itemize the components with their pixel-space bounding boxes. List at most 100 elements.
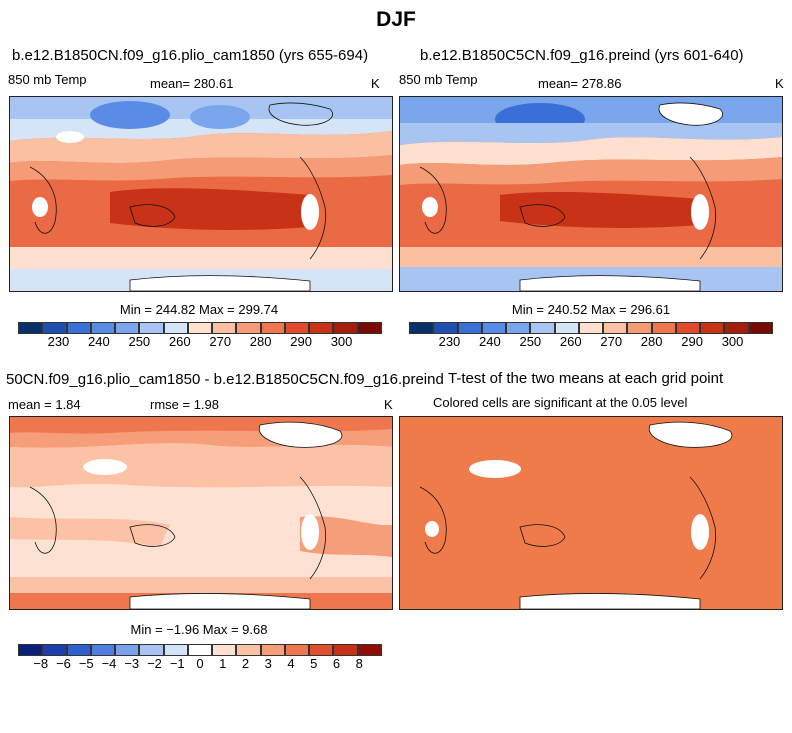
- colorbar-tick-label: 240: [479, 334, 501, 349]
- colorbar-swatch: [627, 322, 652, 334]
- panel1-mean: mean= 280.61: [150, 76, 234, 91]
- panel3-units: K: [384, 397, 393, 412]
- colorbar-tick-label: 250: [128, 334, 151, 349]
- panel1-minmax: Min = 244.82 Max = 299.74: [119, 302, 279, 317]
- panel2-map-field: [400, 97, 782, 291]
- colorbar-swatch: [66, 322, 91, 334]
- colorbar-swatch: [409, 322, 434, 334]
- colorbar-swatch: [506, 322, 531, 334]
- panel2-variable-label: 850 mb Temp: [399, 72, 478, 87]
- colorbar-tick-label: 230: [438, 334, 461, 349]
- colorbar-tick-label: 3: [264, 656, 272, 671]
- colorbar-swatch: [651, 322, 676, 334]
- colorbar-swatch: [115, 322, 140, 334]
- colorbar-swatch: [187, 322, 213, 334]
- panel3-colorbar: [18, 644, 382, 656]
- colorbar-swatch: [748, 322, 773, 334]
- colorbar-tick-label: 0: [196, 656, 204, 671]
- panel2-units: K: [775, 76, 784, 91]
- colorbar-swatch: [236, 644, 261, 656]
- panel1-colorbar-ticks: 230 240 250 260 270 280 290 300: [18, 334, 382, 350]
- colorbar-tick-label: 8: [355, 656, 363, 671]
- colorbar-swatch: [333, 322, 358, 334]
- panel2-minmax: Min = 240.52 Max = 296.61: [511, 302, 671, 317]
- panel1-colorbar: [18, 322, 382, 334]
- panel4-subtitle: Colored cells are significant at the 0.0…: [433, 395, 688, 410]
- colorbar-swatch: [42, 322, 67, 334]
- colorbar-tick-label: 260: [559, 334, 582, 349]
- colorbar-swatch: [42, 644, 67, 656]
- colorbar-tick-label: 260: [168, 334, 191, 349]
- colorbar-swatch: [90, 322, 116, 334]
- colorbar-swatch: [139, 322, 164, 334]
- colorbar-tick-label: 280: [249, 334, 272, 349]
- colorbar-swatch: [457, 322, 482, 334]
- colorbar-tick-label: −6: [56, 656, 71, 671]
- panel1-variable-label: 850 mb Temp: [8, 72, 87, 87]
- colorbar-tick-label: −2: [147, 656, 162, 671]
- panel2-colorbar: [409, 322, 773, 334]
- colorbar-swatch: [603, 322, 628, 334]
- colorbar-tick-label: 280: [640, 334, 663, 349]
- panel1-map-field: [10, 97, 392, 291]
- panel3-rmse: rmse = 1.98: [150, 397, 220, 412]
- colorbar-swatch: [18, 644, 43, 656]
- panel1-title: b.e12.B1850CN.f09_g16.plio_cam1850 (yrs …: [12, 47, 369, 64]
- colorbar-tick-label: 300: [330, 334, 353, 349]
- colorbar-swatch: [139, 644, 164, 656]
- colorbar-tick-label: −1: [169, 656, 185, 671]
- colorbar-tick-label: −8: [33, 656, 49, 671]
- panel2-colorbar-ticks: 230 240 250 260 270 280 290 300: [409, 334, 773, 350]
- colorbar-swatch: [530, 322, 555, 334]
- panel3-colorbar-ticks: −8 −6 −5 −4 −3 −2 −1 0 1 2 3 4 5 6 8: [18, 656, 382, 672]
- colorbar-swatch: [90, 644, 116, 656]
- colorbar-tick-label: 1: [219, 656, 227, 671]
- colorbar-tick-label: −3: [124, 656, 140, 671]
- colorbar-swatch: [187, 644, 213, 656]
- colorbar-swatch: [357, 322, 382, 334]
- panel4-title: T-test of the two means at each grid poi…: [448, 370, 724, 387]
- colorbar-swatch: [333, 644, 358, 656]
- colorbar-swatch: [357, 644, 382, 656]
- colorbar-swatch: [433, 322, 458, 334]
- panel4-map-field: [400, 417, 782, 609]
- colorbar-tick-label: 2: [241, 656, 250, 671]
- colorbar-tick-label: 4: [287, 656, 295, 671]
- colorbar-swatch: [18, 322, 43, 334]
- panel3-map: [9, 416, 393, 610]
- panel1-map: [9, 96, 393, 292]
- season-title: DJF: [376, 8, 416, 31]
- colorbar-tick-label: 300: [721, 334, 744, 349]
- colorbar-swatch: [66, 644, 91, 656]
- colorbar-tick-label: 240: [88, 334, 110, 349]
- panel3-map-field: [10, 417, 392, 609]
- panel2-title: b.e12.B1850C5CN.f09_g16.preind (yrs 601-…: [420, 47, 744, 64]
- colorbar-tick-label: 270: [600, 334, 623, 349]
- panel2-map: [399, 96, 783, 292]
- colorbar-swatch: [675, 322, 701, 334]
- panel1-units: K: [371, 76, 380, 91]
- panel2-mean: mean= 278.86: [538, 76, 622, 91]
- colorbar-swatch: [163, 644, 188, 656]
- colorbar-tick-label: −5: [78, 656, 94, 671]
- ttest-significance-fill: [400, 417, 782, 609]
- colorbar-tick-label: 290: [290, 334, 312, 349]
- colorbar-swatch: [260, 644, 285, 656]
- colorbar-tick-label: 230: [47, 334, 70, 349]
- panel3-mean: mean = 1.84: [8, 397, 81, 412]
- colorbar-tick-label: 5: [310, 656, 318, 671]
- panel3-minmax: Min = −1.96 Max = 9.68: [130, 622, 268, 637]
- colorbar-swatch: [724, 322, 749, 334]
- colorbar-swatch: [163, 322, 188, 334]
- panel3-title: 50CN.f09_g16.plio_cam1850 - b.e12.B1850C…: [6, 371, 444, 388]
- colorbar-swatch: [212, 644, 237, 656]
- colorbar-swatch: [481, 322, 507, 334]
- colorbar-tick-label: −4: [101, 656, 117, 671]
- colorbar-swatch: [260, 322, 285, 334]
- colorbar-swatch: [284, 322, 310, 334]
- colorbar-tick-label: 6: [332, 656, 341, 671]
- colorbar-swatch: [700, 322, 725, 334]
- colorbar-swatch: [309, 644, 334, 656]
- colorbar-swatch: [236, 322, 261, 334]
- colorbar-swatch: [578, 322, 604, 334]
